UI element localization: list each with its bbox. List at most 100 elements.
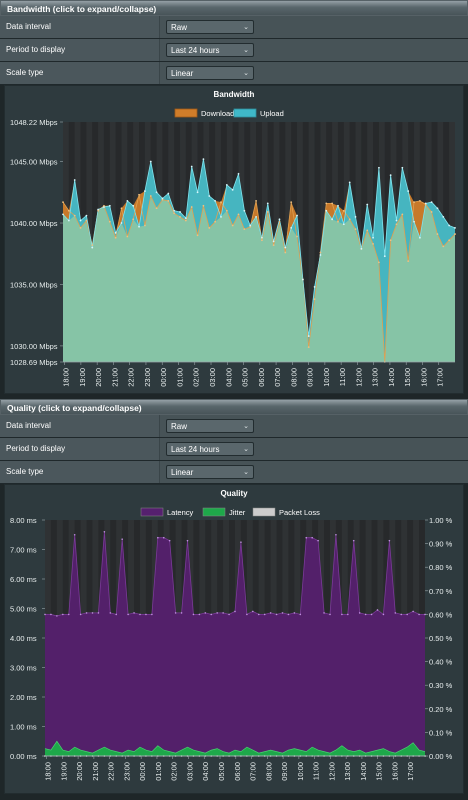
latency-point: [382, 613, 385, 616]
download-point: [237, 213, 240, 216]
latency-point: [352, 539, 355, 542]
latency-point: [412, 610, 414, 613]
quality-chart: Quality Latency Jitter Packet Loss 8.00 ms 7.…: [10, 489, 453, 781]
latency-point: [157, 536, 159, 539]
quality-section-header[interactable]: Quality (click to expand/collapse): [0, 399, 468, 415]
latency-point: [97, 612, 100, 614]
latency-point: [67, 613, 70, 616]
x-tick-label: 13:00: [371, 368, 380, 387]
bandwidth-section-header[interactable]: Bandwidth (click to expand/collapse): [0, 0, 468, 16]
upload-point: [73, 179, 76, 181]
x-tick-label: 19:00: [78, 368, 87, 387]
upload-point: [278, 218, 281, 221]
upload-point: [290, 227, 293, 229]
x-tick-label: 00:00: [138, 762, 147, 781]
download-point: [85, 219, 88, 222]
upload-point: [454, 227, 456, 229]
y-tick-label-left: 2.00 ms: [10, 693, 37, 702]
latency-point: [151, 613, 153, 616]
download-point: [144, 224, 146, 227]
download-point: [91, 244, 94, 247]
latency-point: [240, 541, 242, 543]
bandwidth-data-interval-select[interactable]: Raw ⌄: [166, 20, 254, 34]
legend-swatch-jitter: [202, 507, 226, 517]
latency-point: [210, 613, 213, 616]
upload-point: [144, 190, 146, 192]
download-point: [220, 201, 222, 204]
quality-scale-row: Scale type Linear ⌄: [0, 461, 468, 484]
latency-point: [228, 613, 230, 616]
legend-swatch-download: [174, 108, 198, 118]
download-point: [407, 260, 410, 263]
download-point: [296, 235, 298, 238]
x-tick-label: 20:00: [75, 762, 84, 781]
y-tick-label-left: 8.00 ms: [10, 516, 37, 525]
legend-label-latency: Latency: [167, 508, 194, 517]
download-point: [202, 204, 205, 207]
download-point: [138, 193, 140, 196]
latency-point: [341, 613, 343, 616]
latency-point: [347, 613, 349, 616]
download-point: [208, 227, 211, 229]
quality-data-interval-select[interactable]: Raw ⌄: [166, 419, 254, 433]
upload-point: [97, 208, 100, 211]
download-point: [337, 220, 339, 223]
upload-point: [261, 236, 263, 239]
y-tick-label-left: 1.00 ms: [10, 723, 37, 732]
quality-period-row: Period to display Last 24 hours ⌄: [0, 438, 468, 461]
upload-point: [85, 214, 88, 217]
upload-point: [424, 202, 427, 205]
x-tick-label: 12:00: [327, 762, 336, 781]
y-tick-label: 1048.22 Mbps: [10, 118, 58, 127]
overlap-area: [63, 196, 455, 362]
x-tick-label: 08:00: [264, 762, 273, 781]
download-point: [108, 220, 111, 223]
bandwidth-chart-container: Bandwidth Download Upload 1048.22 Mbps 1045.…: [4, 85, 464, 394]
quality-period-select[interactable]: Last 24 hours ⌄: [166, 442, 254, 456]
latency-point: [121, 538, 123, 540]
upload-point: [114, 231, 117, 234]
x-tick-label: 17:00: [436, 368, 445, 387]
download-point: [378, 261, 380, 264]
download-point: [342, 209, 345, 212]
download-point: [325, 202, 328, 205]
upload-point: [208, 195, 211, 197]
latency-point: [329, 613, 331, 616]
upload-point: [284, 246, 287, 249]
x-tick-label: 16:00: [419, 368, 428, 387]
download-point: [348, 218, 351, 221]
scale-type-label: Scale type: [0, 62, 160, 84]
latency-point: [103, 531, 106, 533]
latency-area: [45, 531, 425, 756]
y-tick-label: 1045.00 Mbps: [10, 158, 58, 167]
x-tick-label: 09:00: [280, 762, 289, 781]
x-tick-label: 04:00: [224, 368, 233, 387]
download-point: [167, 199, 170, 202]
upload-point: [360, 247, 363, 250]
latency-point: [79, 613, 82, 616]
download-point: [255, 199, 257, 202]
download-point: [454, 233, 456, 235]
bandwidth-period-select[interactable]: Last 24 hours ⌄: [166, 43, 254, 57]
period-label: Period to display: [0, 39, 160, 61]
y-tick-label-left: 3.00 ms: [10, 664, 37, 673]
upload-point: [389, 174, 392, 176]
latency-point: [358, 612, 361, 614]
upload-point: [331, 218, 334, 221]
upload-point: [436, 207, 439, 210]
quality-scale-select[interactable]: Linear ⌄: [166, 465, 254, 479]
upload-point: [418, 236, 421, 239]
download-point: [418, 199, 421, 202]
x-tick-label: 21:00: [110, 368, 119, 387]
latency-point: [323, 612, 325, 614]
x-tick-label: 23:00: [122, 762, 131, 781]
y-tick-label-left: 6.00 ms: [10, 575, 37, 584]
upload-point: [173, 209, 176, 212]
x-tick-label: 22:00: [127, 368, 136, 387]
bandwidth-scale-select[interactable]: Linear ⌄: [166, 66, 254, 80]
latency-point: [418, 613, 420, 616]
y-tick-label: 1040.00 Mbps: [10, 219, 58, 228]
jitter-line: [44, 740, 426, 754]
latency-point: [222, 612, 224, 614]
upload-point: [196, 191, 199, 194]
